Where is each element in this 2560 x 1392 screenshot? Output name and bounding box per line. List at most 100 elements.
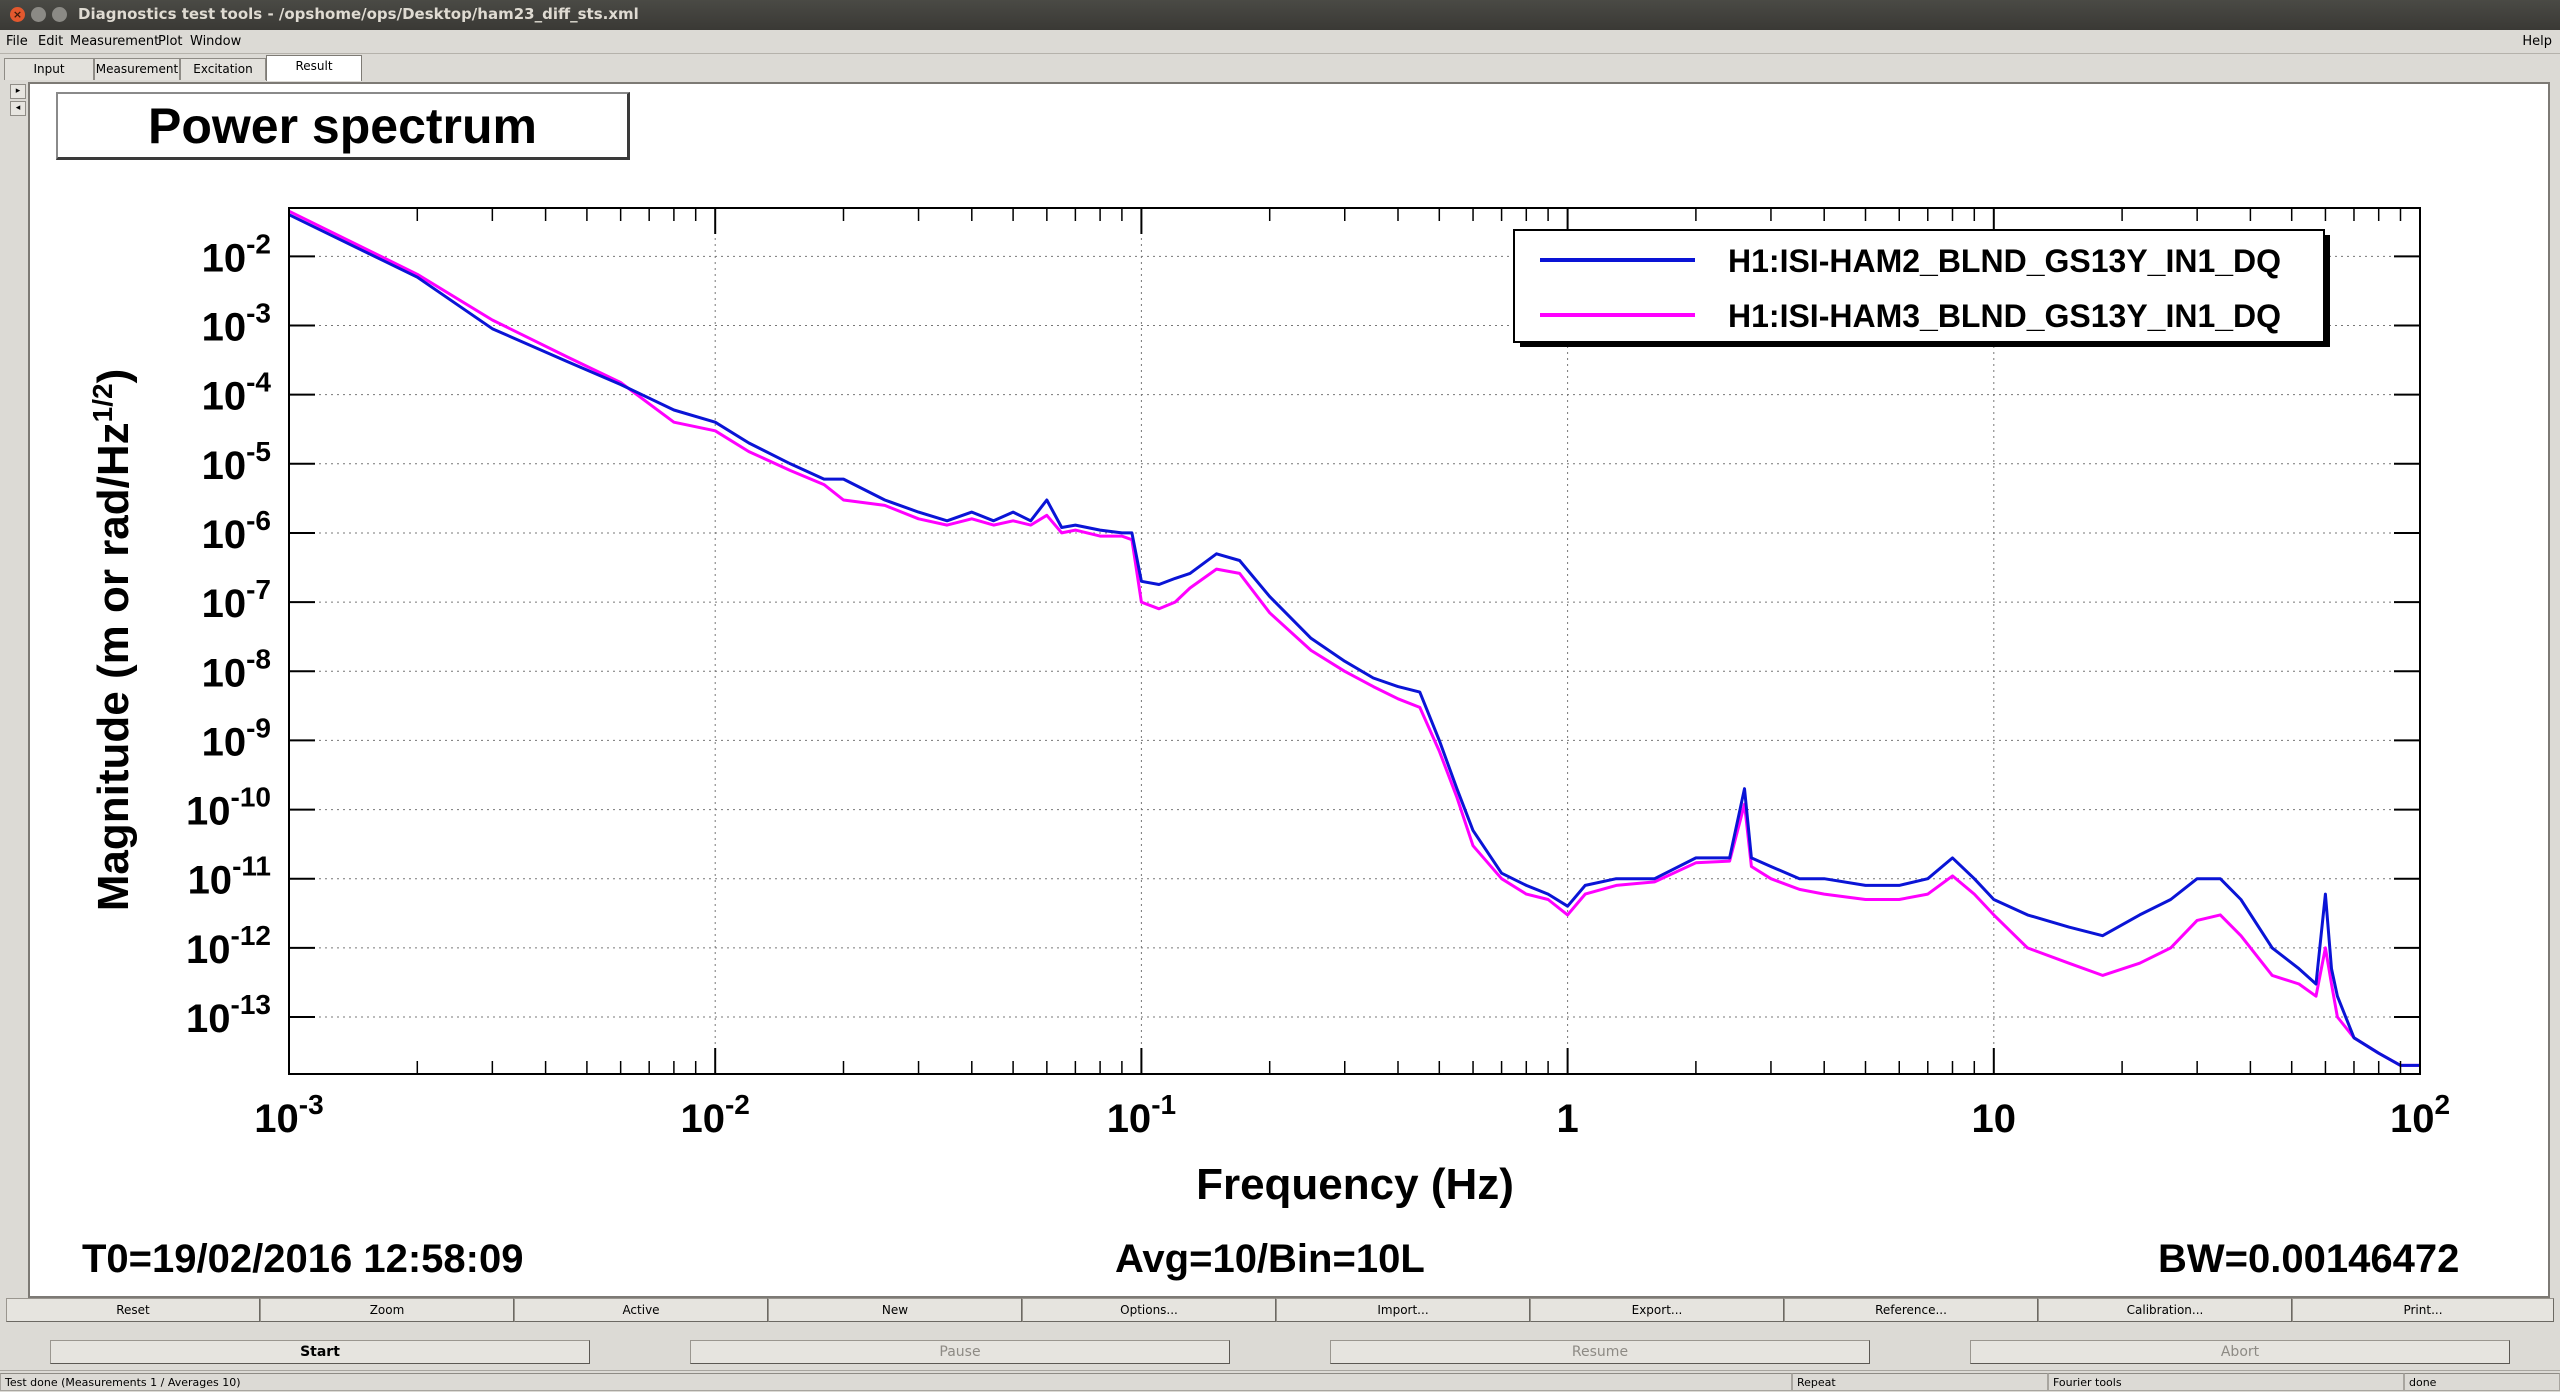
y-tick-label-base: 10 (202, 513, 247, 557)
legend-label-ham2: H1:ISI-HAM2_BLND_GS13Y_IN1_DQ (1728, 243, 2281, 279)
menu-measurement[interactable]: Measurement (70, 34, 160, 49)
x-tick-label-exp: -1 (1151, 1089, 1176, 1120)
x-tick-label-base: 10 (254, 1097, 299, 1141)
maximize-icon[interactable] (52, 7, 67, 22)
y-tick-label-base: 10 (186, 790, 231, 834)
y-tick-labels: 10-210-310-410-510-610-710-810-910-1010-… (186, 228, 271, 1041)
pause-button[interactable]: Pause (690, 1340, 1230, 1364)
x-tick-label-base: 10 (680, 1097, 725, 1141)
y-tick-label-base: 10 (186, 928, 231, 972)
menu-plot[interactable]: Plot (158, 34, 183, 49)
tab-bar: Input Measurement Excitation Result (0, 55, 2560, 81)
active-button[interactable]: Active (514, 1298, 768, 1322)
y-tick-label-base: 10 (202, 375, 247, 419)
status-state: done (2404, 1373, 2560, 1391)
y-tick-label-base: 10 (188, 859, 233, 903)
y-tick-label-base: 10 (202, 720, 247, 764)
x-tick-label-exp: -2 (725, 1089, 750, 1120)
reference-button[interactable]: Reference... (1784, 1298, 2038, 1322)
reset-button[interactable]: Reset (6, 1298, 260, 1322)
y-axis-title-close: ) (89, 369, 138, 384)
y-tick-label: 10-7 (202, 574, 271, 626)
power-spectrum-chart[interactable]: 10-3 10-2 10-1 1 10 102 10-210-310-410-510-61… (0, 0, 2560, 1300)
y-tick-label: 10-10 (186, 782, 271, 834)
x-tick-labels: 10-3 10-2 10-1 1 10 102 (254, 1089, 2450, 1141)
plot-button-row: Reset Zoom Active New Options... Import.… (6, 1298, 2554, 1322)
close-icon[interactable]: × (10, 7, 25, 22)
x-tick-label: 10-2 (680, 1089, 749, 1141)
export-button[interactable]: Export... (1530, 1298, 1784, 1322)
legend-label-ham3: H1:ISI-HAM3_BLND_GS13Y_IN1_DQ (1728, 298, 2281, 334)
print-button[interactable]: Print... (2292, 1298, 2554, 1322)
window-title-bar: × Diagnostics test tools - /opshome/ops/… (0, 0, 2560, 30)
y-tick-label-exp: -6 (246, 505, 271, 536)
import-button[interactable]: Import... (1276, 1298, 1530, 1322)
y-tick-label: 10-12 (186, 920, 271, 972)
x-tick-label: 10 (1972, 1097, 2017, 1141)
x-tick-label-exp: -3 (299, 1089, 324, 1120)
y-tick-label-exp: -2 (246, 228, 271, 259)
x-tick-label: 10-1 (1107, 1089, 1176, 1141)
scroll-left-icon[interactable]: ◂ (10, 101, 26, 116)
x-tick-label: 1 (1556, 1097, 1578, 1141)
plot-title: Power spectrum (147, 98, 537, 154)
y-tick-label: 10-8 (202, 643, 271, 695)
resume-button[interactable]: Resume (1330, 1340, 1870, 1364)
status-bar: Test done (Measurements 1 / Averages 10)… (0, 1370, 2560, 1392)
chart-series (288, 209, 2420, 1067)
status-repeat: Repeat (1792, 1373, 2048, 1391)
menu-edit[interactable]: Edit (38, 34, 64, 49)
y-tick-label-base: 10 (202, 582, 247, 626)
start-button[interactable]: Start (50, 1340, 590, 1364)
menu-window[interactable]: Window (190, 34, 242, 49)
y-tick-label-exp: -4 (246, 367, 271, 398)
new-button[interactable]: New (768, 1298, 1022, 1322)
plot-frame (288, 207, 2421, 1075)
minimize-icon[interactable] (31, 7, 46, 22)
y-tick-label-base: 10 (202, 651, 247, 695)
y-tick-label-exp: -3 (246, 297, 271, 328)
status-message: Test done (Measurements 1 / Averages 10) (0, 1373, 1792, 1391)
start-time-label: T0=19/02/2016 12:58:09 (82, 1237, 524, 1281)
y-tick-label-base: 10 (202, 236, 247, 280)
chart-grid (289, 208, 2420, 1074)
y-tick-label-exp: -12 (231, 920, 271, 951)
chart-ticks (288, 208, 2421, 1074)
series-line-ham3 (288, 209, 2420, 1067)
y-tick-label-exp: -9 (246, 712, 271, 743)
scroll-right-icon[interactable]: ▸ (10, 84, 26, 99)
y-tick-label: 10-4 (202, 367, 272, 419)
menu-help[interactable]: Help (2522, 34, 2552, 49)
x-tick-label-base: 10 (1972, 1097, 2017, 1141)
zoom-button[interactable]: Zoom (260, 1298, 514, 1322)
y-tick-label: 10-5 (202, 436, 271, 488)
legend-box (1513, 229, 2325, 343)
menu-bar: File Edit Measurement Plot Window Help (0, 30, 2560, 54)
y-tick-label: 10-2 (202, 228, 271, 280)
abort-button[interactable]: Abort (1970, 1340, 2510, 1364)
y-tick-label-base: 10 (186, 997, 231, 1041)
y-tick-label: 10-6 (202, 505, 271, 557)
status-tool: Fourier tools (2048, 1373, 2404, 1391)
y-tick-label-base: 10 (202, 305, 247, 349)
menu-file[interactable]: File (6, 34, 28, 49)
averages-label: Avg=10/Bin=10L (1115, 1237, 1425, 1281)
y-tick-label-exp: -13 (231, 989, 271, 1020)
y-tick-label-exp: -8 (246, 643, 271, 674)
calibration-button[interactable]: Calibration... (2038, 1298, 2292, 1322)
x-tick-label-exp: 2 (2434, 1089, 2450, 1120)
y-tick-label: 10-13 (186, 989, 271, 1041)
options-button[interactable]: Options... (1022, 1298, 1276, 1322)
bandwidth-label: BW=0.00146472 (2158, 1237, 2460, 1281)
y-tick-label-base: 10 (202, 444, 247, 488)
y-tick-label: 10-11 (188, 851, 271, 903)
x-tick-label-base: 10 (1107, 1097, 1152, 1141)
y-tick-label: 10-3 (202, 297, 271, 349)
tab-result[interactable]: Result (266, 55, 362, 81)
x-tick-label: 10-3 (254, 1089, 323, 1141)
tab-excitation[interactable]: Excitation (180, 58, 266, 80)
tab-measurement[interactable]: Measurement (94, 58, 180, 80)
tab-input[interactable]: Input (4, 58, 94, 80)
plot-title-box: Power spectrum (56, 92, 630, 160)
series-line-ham2 (288, 213, 2420, 1067)
